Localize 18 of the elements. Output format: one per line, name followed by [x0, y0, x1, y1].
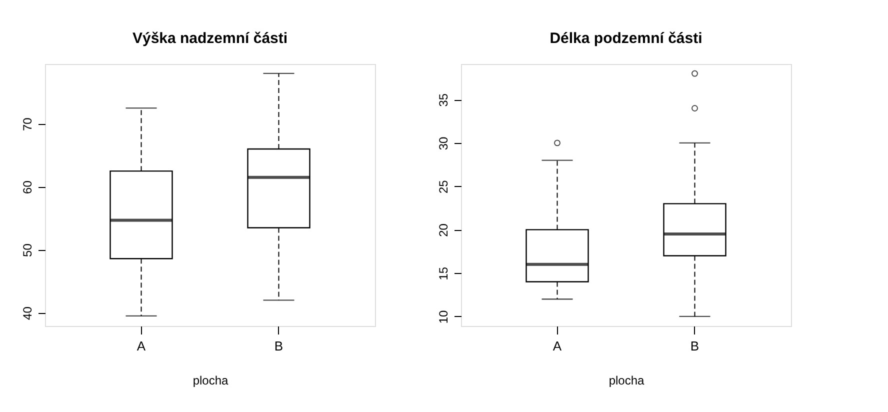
y-tick-label: 40: [20, 306, 34, 320]
x-tick-label: B: [274, 338, 284, 354]
chart-title: Délka podzemní části: [550, 30, 702, 47]
y-tick-label: 25: [436, 180, 450, 194]
y-tick-label: 35: [436, 93, 450, 107]
y-tick-label: 30: [436, 136, 450, 150]
x-tick-label: A: [136, 338, 146, 354]
y-tick-label: 20: [436, 223, 450, 237]
x-tick-label: A: [552, 338, 562, 354]
y-tick-label: 15: [436, 266, 450, 280]
y-tick-label: 50: [20, 243, 34, 257]
y-tick-label: 60: [20, 180, 34, 194]
y-tick-label: 70: [20, 117, 34, 132]
x-axis-title: plocha: [192, 374, 228, 388]
x-axis-title: plocha: [608, 374, 644, 388]
chart-title: Výška nadzemní části: [132, 30, 288, 47]
x-tick-label: B: [690, 338, 700, 354]
y-tick-label: 10: [436, 310, 450, 324]
